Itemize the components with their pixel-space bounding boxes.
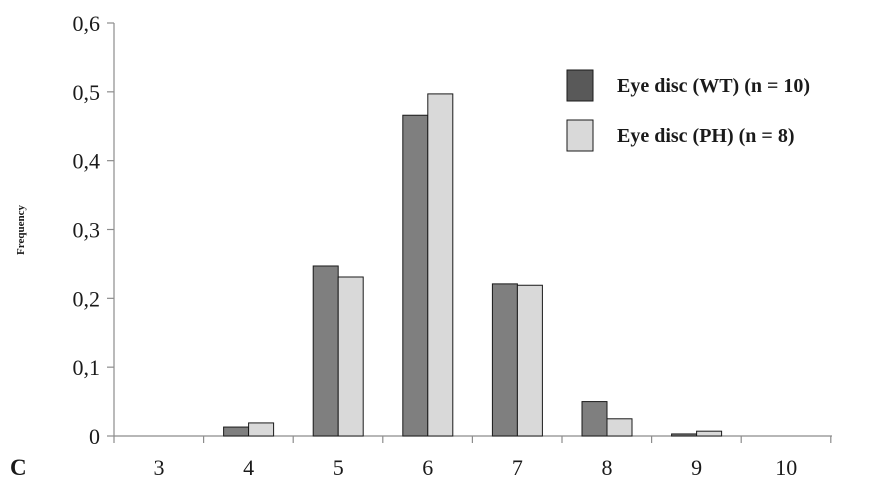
- y-tick-label: 0,4: [73, 149, 101, 174]
- y-tick-label: 0,6: [73, 11, 101, 36]
- bars: [223, 93, 723, 437]
- legend-swatch: [566, 69, 594, 102]
- y-tick-label: 0,5: [73, 80, 101, 105]
- bar: [516, 284, 543, 437]
- y-axis-label: Frequency: [15, 205, 27, 255]
- bar: [606, 418, 633, 437]
- y-tick-label: 0,3: [73, 218, 101, 243]
- x-axis-ticks: 3 4 5 6 7 8 9 10: [113, 436, 832, 480]
- y-axis-ticks: 0 0,1 0,2 0,3 0,4 0,5 0,6: [73, 11, 114, 449]
- panel-label: C: [10, 455, 27, 480]
- x-tick-label: 10: [775, 455, 797, 480]
- bar: [223, 426, 250, 437]
- x-tick-label: 3: [154, 455, 165, 480]
- y-tick-label: 0: [89, 424, 100, 449]
- bar: [696, 430, 723, 437]
- y-tick-label: 0,1: [73, 355, 101, 380]
- bar: [491, 283, 518, 437]
- x-tick-label: 8: [602, 455, 613, 480]
- legend-label: Eye disc (PH) (n = 8): [617, 125, 795, 147]
- x-tick-label: 4: [243, 455, 254, 480]
- legend-label: Eye disc (WT) (n = 10): [617, 75, 810, 97]
- bar: [248, 422, 275, 437]
- bar: [581, 401, 608, 437]
- bar: [402, 114, 429, 437]
- bar: [427, 93, 454, 437]
- legend: Eye disc (WT) (n = 10) Eye disc (PH) (n =…: [566, 69, 810, 152]
- legend-swatch: [566, 119, 594, 152]
- x-tick-label: 5: [333, 455, 344, 480]
- bar: [671, 433, 698, 437]
- bar: [312, 265, 339, 437]
- y-tick-label: 0,2: [73, 286, 101, 311]
- x-tick-label: 9: [691, 455, 702, 480]
- bar: [337, 276, 364, 437]
- x-tick-label: 7: [512, 455, 523, 480]
- x-tick-label: 6: [422, 455, 433, 480]
